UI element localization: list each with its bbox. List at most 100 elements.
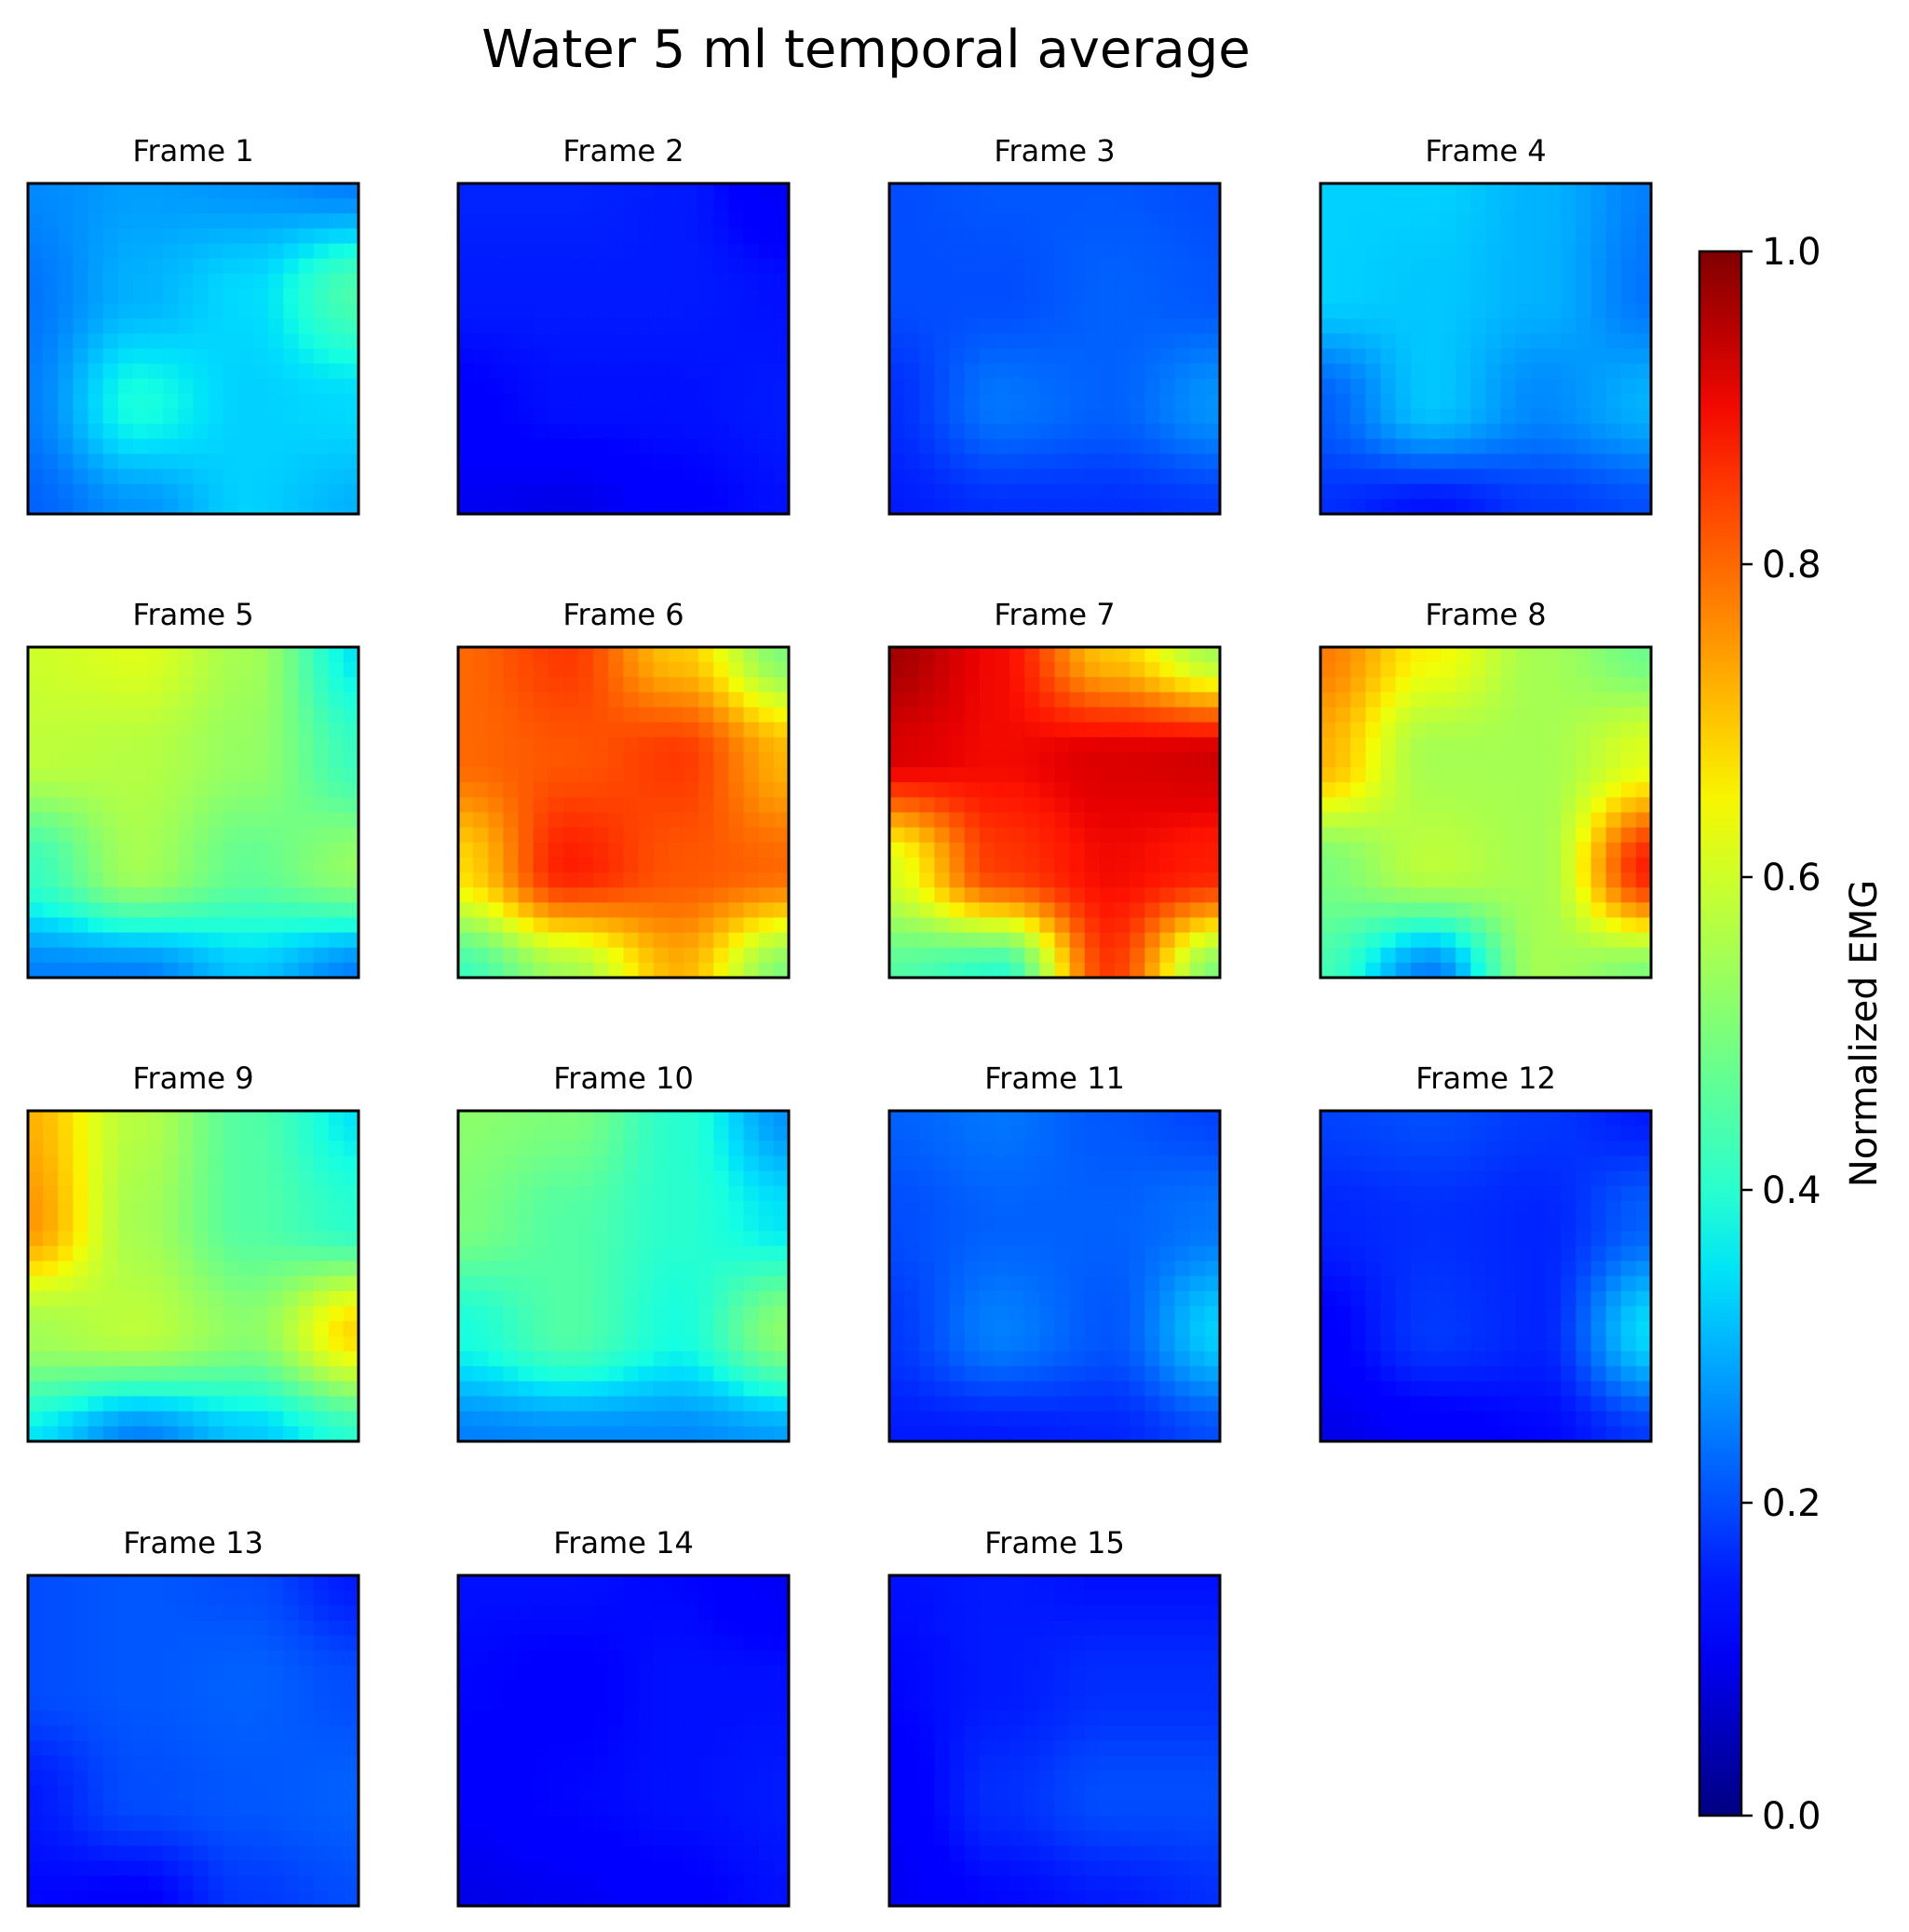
heatmap-cell	[28, 1126, 44, 1142]
heatmap-cell	[758, 468, 775, 485]
heatmap-cell	[1320, 842, 1336, 858]
heatmap-cell	[58, 677, 74, 694]
heatmap-cell	[298, 962, 315, 979]
heatmap-cell	[1189, 947, 1206, 964]
heatmap-cell	[1189, 453, 1206, 470]
heatmap-cell	[117, 1290, 134, 1307]
heatmap-cell	[268, 1185, 284, 1202]
heatmap-cell	[28, 1336, 44, 1352]
heatmap-cell	[1620, 483, 1637, 500]
heatmap-cell	[713, 228, 730, 245]
heatmap-cell	[1144, 887, 1161, 903]
heatmap-cell	[1425, 483, 1442, 500]
heatmap-cell	[1204, 887, 1221, 903]
heatmap-cell	[713, 243, 730, 260]
heatmap-cell	[1024, 677, 1040, 694]
heatmap-cell	[934, 647, 951, 663]
heatmap-cell	[1039, 662, 1056, 678]
frame-title: Frame 4	[1425, 133, 1546, 169]
heatmap-cell	[904, 872, 920, 888]
heatmap-cell	[343, 1366, 359, 1383]
heatmap-cell	[473, 767, 489, 783]
heatmap-cell	[503, 872, 520, 888]
heatmap-cell	[533, 363, 549, 380]
heatmap-cell	[1115, 647, 1131, 663]
heatmap-cell	[562, 393, 579, 410]
heatmap-cell	[1144, 1111, 1161, 1127]
heatmap-cell	[328, 1351, 345, 1367]
heatmap-cell	[1084, 1111, 1101, 1127]
heatmap-cell	[1500, 183, 1517, 199]
heatmap-cell	[237, 1381, 254, 1398]
heatmap-cell	[328, 1305, 345, 1322]
heatmap-cell	[728, 1366, 745, 1383]
heatmap-cell	[578, 677, 594, 694]
heatmap-cell	[684, 378, 699, 395]
heatmap-cell	[1054, 857, 1071, 873]
heatmap-cell	[668, 1396, 684, 1412]
heatmap-cell	[132, 1366, 149, 1383]
heatmap-cell	[1530, 424, 1547, 439]
heatmap-cell	[684, 1155, 699, 1172]
heatmap-cell	[88, 393, 104, 410]
heatmap-cell	[1159, 751, 1176, 768]
heatmap-cell	[1204, 288, 1221, 304]
heatmap-cell	[163, 1336, 179, 1352]
heatmap-cell	[1605, 348, 1622, 365]
heatmap-cell	[773, 842, 790, 858]
heatmap-cell	[148, 213, 164, 230]
heatmap-cell	[919, 273, 936, 290]
heatmap-cell	[1470, 378, 1487, 395]
heatmap-cell	[268, 827, 284, 844]
heatmap-cell	[1189, 243, 1206, 260]
heatmap-cell	[638, 1261, 655, 1277]
heatmap-cell	[1084, 932, 1101, 949]
heatmap-cell	[1591, 932, 1607, 949]
heatmap-cell	[743, 439, 760, 455]
heatmap-cell	[268, 348, 284, 365]
heatmap-cell	[758, 409, 775, 425]
heatmap-cell	[668, 1290, 684, 1307]
heatmap-cell	[163, 483, 179, 500]
heatmap-cell	[458, 198, 474, 214]
heatmap-cell	[668, 797, 684, 814]
heatmap-cell	[1159, 468, 1176, 485]
heatmap-cell	[163, 857, 179, 873]
heatmap-cell	[1320, 348, 1336, 365]
heatmap-cell	[562, 228, 579, 245]
heatmap-cell	[949, 348, 966, 365]
heatmap-cell	[668, 857, 684, 873]
heatmap-cell	[1009, 318, 1025, 334]
heatmap-cell	[223, 498, 239, 515]
heatmap-cell	[1425, 782, 1442, 798]
heatmap-cell	[223, 1351, 239, 1367]
heatmap-cell	[1455, 228, 1471, 245]
heatmap-cell	[653, 483, 670, 500]
heatmap-cell	[283, 767, 300, 783]
heatmap-cell	[28, 707, 44, 723]
heatmap-cell	[1130, 424, 1145, 439]
heatmap-cell	[1515, 498, 1532, 515]
heatmap-cell	[1576, 213, 1592, 230]
heatmap-cell	[1380, 198, 1397, 214]
heatmap-cell	[253, 677, 269, 694]
heatmap-cell	[328, 1276, 345, 1292]
heatmap-cell	[578, 1261, 594, 1277]
heatmap-cell	[1605, 842, 1622, 858]
heatmap-cell	[773, 1290, 790, 1307]
heatmap-cell	[132, 947, 149, 964]
heatmap-cell	[503, 1246, 520, 1262]
heatmap-cell	[668, 736, 684, 753]
heatmap-cell	[1039, 1126, 1056, 1142]
heatmap-cell	[283, 947, 300, 964]
heatmap-cell	[1410, 409, 1427, 425]
heatmap-cell	[488, 333, 505, 350]
heatmap-cell	[193, 1276, 210, 1292]
heatmap-cell	[964, 348, 981, 365]
heatmap-cell	[1099, 378, 1116, 395]
heatmap-cell	[593, 1231, 609, 1247]
heatmap-cell	[1144, 348, 1161, 365]
heatmap-cell	[1470, 318, 1487, 334]
heatmap-cell	[88, 1305, 104, 1322]
heatmap-cell	[283, 962, 300, 979]
